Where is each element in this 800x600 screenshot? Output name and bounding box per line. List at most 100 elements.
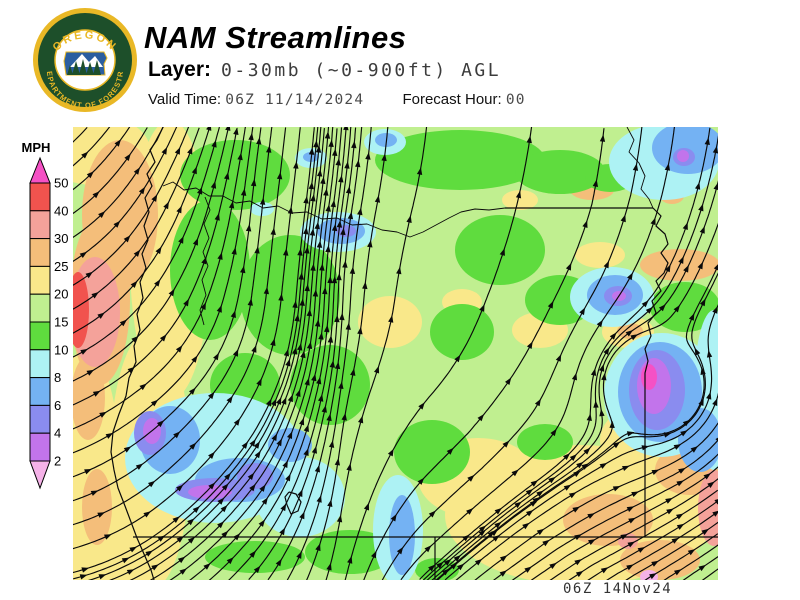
- speed-blob-magenta: [641, 364, 657, 390]
- wind-speed-legend: MPH 50 40 30 25 20 15 10 8 6 4 2: [22, 140, 68, 490]
- flow-arrowhead: [221, 530, 229, 538]
- flow-arrowhead: [259, 484, 266, 492]
- flow-arrowhead: [151, 564, 159, 571]
- flow-arrowhead: [612, 441, 621, 449]
- flow-arrowhead: [292, 347, 298, 355]
- legend-title: MPH: [22, 140, 51, 155]
- flow-arrowhead: [320, 176, 326, 185]
- legend-tick-label: 40: [54, 203, 68, 218]
- flow-arrowhead: [467, 474, 475, 482]
- flow-arrowhead: [316, 376, 322, 385]
- flow-arrowhead: [321, 405, 327, 413]
- flow-arrowhead: [612, 486, 621, 492]
- flow-arrowhead: [150, 399, 159, 407]
- flow-arrowhead: [582, 220, 588, 228]
- flow-arrowhead: [534, 398, 541, 407]
- flow-arrowhead: [590, 368, 597, 376]
- streamline-arrows: [79, 127, 718, 580]
- flow-arrowhead: [499, 248, 505, 256]
- flow-arrowhead: [339, 312, 345, 321]
- flow-arrowhead: [332, 148, 338, 156]
- flow-arrowhead: [228, 201, 235, 209]
- speed-blob-blue: [268, 428, 312, 462]
- flow-arrowhead: [347, 556, 353, 564]
- flow-arrowhead: [381, 153, 387, 162]
- flow-arrowhead: [676, 480, 684, 487]
- flow-arrowhead: [349, 266, 356, 274]
- flow-arrowhead: [187, 146, 193, 155]
- flow-arrowhead: [276, 172, 283, 180]
- flow-arrowhead: [217, 252, 223, 260]
- flow-arrowhead: [266, 398, 272, 407]
- flow-arrowhead: [713, 264, 718, 271]
- streamline: [73, 127, 190, 286]
- flow-arrowhead: [343, 127, 349, 131]
- flow-arrowhead: [357, 326, 363, 335]
- flow-arrowhead: [704, 137, 710, 145]
- flow-arrowhead: [683, 264, 689, 273]
- streamline: [474, 422, 718, 580]
- flow-arrowhead: [563, 453, 571, 460]
- streamline: [422, 135, 718, 580]
- flow-arrowhead: [253, 565, 261, 573]
- streamline: [73, 127, 238, 406]
- flow-arrowhead: [154, 279, 161, 287]
- flow-arrowhead: [299, 511, 305, 520]
- flow-arrowhead: [492, 535, 500, 542]
- flow-arrowhead: [314, 319, 321, 327]
- flow-arrowhead: [328, 139, 334, 147]
- flow-arrowhead: [263, 286, 269, 295]
- flow-arrowhead: [676, 523, 685, 530]
- speed-blob-yellow: [575, 242, 625, 268]
- flow-arrowhead: [322, 286, 328, 295]
- flow-arrowhead: [312, 289, 319, 297]
- flow-arrowhead: [526, 135, 532, 144]
- flow-arrowhead: [568, 492, 577, 499]
- flow-arrowhead: [706, 391, 712, 400]
- flow-arrowhead: [450, 562, 458, 570]
- flow-arrowhead: [631, 491, 639, 497]
- flow-arrowhead: [494, 507, 502, 515]
- legend-top-arrow: [29, 156, 51, 184]
- flow-arrowhead: [303, 448, 309, 456]
- flow-arrowhead: [569, 454, 577, 461]
- speed-blob-yellow: [502, 190, 538, 210]
- flow-arrowhead: [285, 358, 291, 367]
- legend-segment: [29, 293, 51, 323]
- flow-arrowhead: [213, 352, 219, 361]
- layer-line: Layer: 0-30mb (~0-900ft) AGL: [148, 58, 501, 82]
- flow-arrowhead: [694, 347, 701, 356]
- flow-arrowhead: [233, 533, 241, 541]
- speed-blob-green: [305, 530, 395, 574]
- flow-arrowhead: [572, 506, 580, 513]
- speed-blob-green: [205, 541, 305, 573]
- flow-arrowhead: [328, 440, 335, 448]
- flow-arrowhead: [532, 497, 540, 504]
- flow-arrowhead: [133, 167, 140, 175]
- layer-value: 0-30mb (~0-900ft) AGL: [221, 60, 502, 81]
- flow-arrowhead: [649, 573, 657, 580]
- flow-arrowhead: [628, 517, 636, 524]
- streamline: [73, 127, 287, 526]
- flow-arrowhead: [254, 450, 261, 459]
- flow-arrowhead: [478, 525, 487, 533]
- flow-arrowhead: [249, 483, 256, 492]
- flow-arrowhead: [336, 514, 343, 523]
- flow-arrowhead: [104, 534, 112, 540]
- flow-arrowhead: [478, 529, 486, 537]
- streamline: [73, 127, 148, 215]
- flow-arrowhead: [347, 211, 354, 220]
- flow-arrowhead: [258, 519, 265, 527]
- flow-arrowhead: [275, 558, 282, 567]
- legend-segment: [29, 210, 51, 240]
- flow-arrowhead: [336, 220, 343, 228]
- flow-arrowhead: [287, 431, 293, 439]
- flow-arrowhead: [327, 275, 333, 284]
- flow-arrowhead: [713, 182, 718, 191]
- flow-arrowhead: [97, 312, 105, 319]
- speed-blob-red: [73, 272, 89, 348]
- flow-arrowhead: [203, 563, 211, 570]
- flow-arrowhead: [226, 395, 233, 404]
- legend-segment: [29, 321, 51, 351]
- flow-arrowhead: [175, 345, 183, 353]
